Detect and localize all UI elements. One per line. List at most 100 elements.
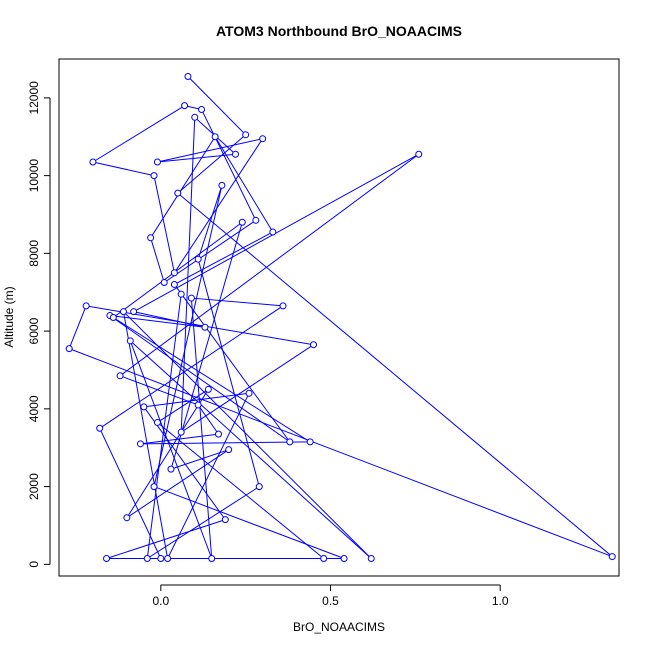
series-line-segment bbox=[99, 428, 162, 559]
y-tick-label: 2000 bbox=[27, 473, 41, 500]
data-point bbox=[65, 345, 73, 353]
series-line-segment bbox=[173, 138, 264, 274]
y-axis: 0 2000 4000 6000 8000 10000 12000 bbox=[27, 81, 51, 568]
series-line-segment bbox=[157, 153, 236, 163]
data-point bbox=[310, 341, 318, 349]
series-line-segment bbox=[123, 311, 372, 559]
series-line-segment bbox=[197, 259, 260, 487]
series-line-segment bbox=[153, 486, 345, 559]
data-point bbox=[89, 158, 97, 166]
data-point bbox=[157, 555, 165, 563]
data-point bbox=[170, 269, 178, 277]
data-point bbox=[103, 555, 111, 563]
data-point bbox=[221, 516, 229, 524]
x-tick-label: 0.5 bbox=[322, 594, 339, 608]
data-point bbox=[109, 314, 117, 321]
series-line-segment bbox=[68, 305, 87, 349]
data-point bbox=[259, 135, 267, 143]
data-point bbox=[215, 430, 223, 438]
data-point bbox=[231, 150, 239, 158]
y-axis-label: Altitude (m) bbox=[2, 286, 16, 347]
data-point bbox=[177, 290, 185, 298]
data-point bbox=[167, 465, 175, 473]
x-axis-label: BrO_NOAACIMS bbox=[293, 620, 385, 634]
data-point bbox=[184, 72, 192, 80]
data-point bbox=[340, 555, 348, 563]
data-point bbox=[82, 302, 90, 310]
y-tick-label: 8000 bbox=[27, 240, 41, 267]
x-tick-label: 0.0 bbox=[152, 594, 169, 608]
data-point bbox=[218, 181, 226, 189]
series-line-segment bbox=[109, 315, 206, 328]
series-line-segment bbox=[163, 219, 257, 283]
series-line-segment bbox=[150, 136, 216, 239]
series-line-segment bbox=[190, 298, 213, 559]
data-point bbox=[150, 172, 158, 180]
series-line-segment bbox=[146, 486, 260, 559]
data-point bbox=[126, 337, 134, 345]
data-point bbox=[608, 553, 616, 561]
series-line-segment bbox=[92, 105, 185, 163]
series-line-segment bbox=[201, 109, 257, 221]
data-point bbox=[269, 228, 277, 236]
data-point bbox=[143, 555, 151, 563]
data-point bbox=[150, 483, 158, 491]
data-point bbox=[306, 438, 314, 446]
series-points bbox=[65, 72, 616, 563]
series-line-segment bbox=[187, 76, 247, 136]
data-point bbox=[153, 418, 161, 426]
series-line-segment bbox=[180, 117, 196, 433]
series-line-segment bbox=[153, 175, 175, 273]
series-line-segment bbox=[109, 315, 291, 443]
series-line-segment bbox=[99, 305, 284, 429]
data-point bbox=[211, 133, 219, 141]
data-point bbox=[140, 403, 148, 411]
data-point bbox=[191, 113, 199, 121]
series-line-segment bbox=[174, 231, 274, 285]
series-line-segment bbox=[133, 153, 419, 313]
data-point bbox=[187, 294, 195, 302]
series-line-segment bbox=[106, 519, 226, 559]
data-point bbox=[96, 424, 104, 432]
data-point bbox=[194, 255, 202, 263]
y-tick-label: 12000 bbox=[27, 81, 41, 115]
series-line-segment bbox=[119, 375, 199, 406]
series-line-segment bbox=[191, 297, 284, 307]
x-tick-label: 1.0 bbox=[492, 594, 509, 608]
data-point bbox=[208, 555, 216, 563]
data-point bbox=[320, 555, 328, 563]
data-point bbox=[123, 514, 131, 522]
series-line-segment bbox=[119, 153, 420, 377]
series-line-segment bbox=[157, 422, 325, 559]
series-line-segment bbox=[113, 317, 311, 443]
data-point bbox=[160, 279, 168, 287]
data-point bbox=[119, 308, 127, 316]
series-line-segment bbox=[197, 185, 223, 260]
data-point bbox=[194, 401, 202, 409]
data-point bbox=[164, 555, 172, 563]
y-tick-label: 10000 bbox=[27, 159, 41, 193]
data-point bbox=[415, 150, 423, 158]
series-line-segment bbox=[92, 161, 155, 177]
data-point bbox=[204, 385, 212, 393]
series-line-segment bbox=[153, 185, 223, 487]
series-line-segment bbox=[129, 340, 213, 559]
series-line-segment bbox=[167, 393, 250, 559]
data-point bbox=[245, 389, 253, 397]
data-point bbox=[147, 234, 155, 242]
series-line-segment bbox=[150, 237, 165, 283]
series-line-segment bbox=[197, 404, 219, 435]
data-point bbox=[252, 216, 260, 224]
series-line-segment bbox=[170, 222, 243, 470]
data-point bbox=[153, 158, 161, 166]
data-point bbox=[130, 308, 138, 316]
data-point bbox=[174, 189, 182, 197]
series-line-segment bbox=[126, 449, 229, 519]
data-point bbox=[242, 131, 250, 139]
chart-title: ATOM3 Northbound BrO_NOAACIMS bbox=[216, 23, 462, 39]
series-line-segment bbox=[69, 348, 613, 558]
data-point bbox=[116, 372, 124, 380]
